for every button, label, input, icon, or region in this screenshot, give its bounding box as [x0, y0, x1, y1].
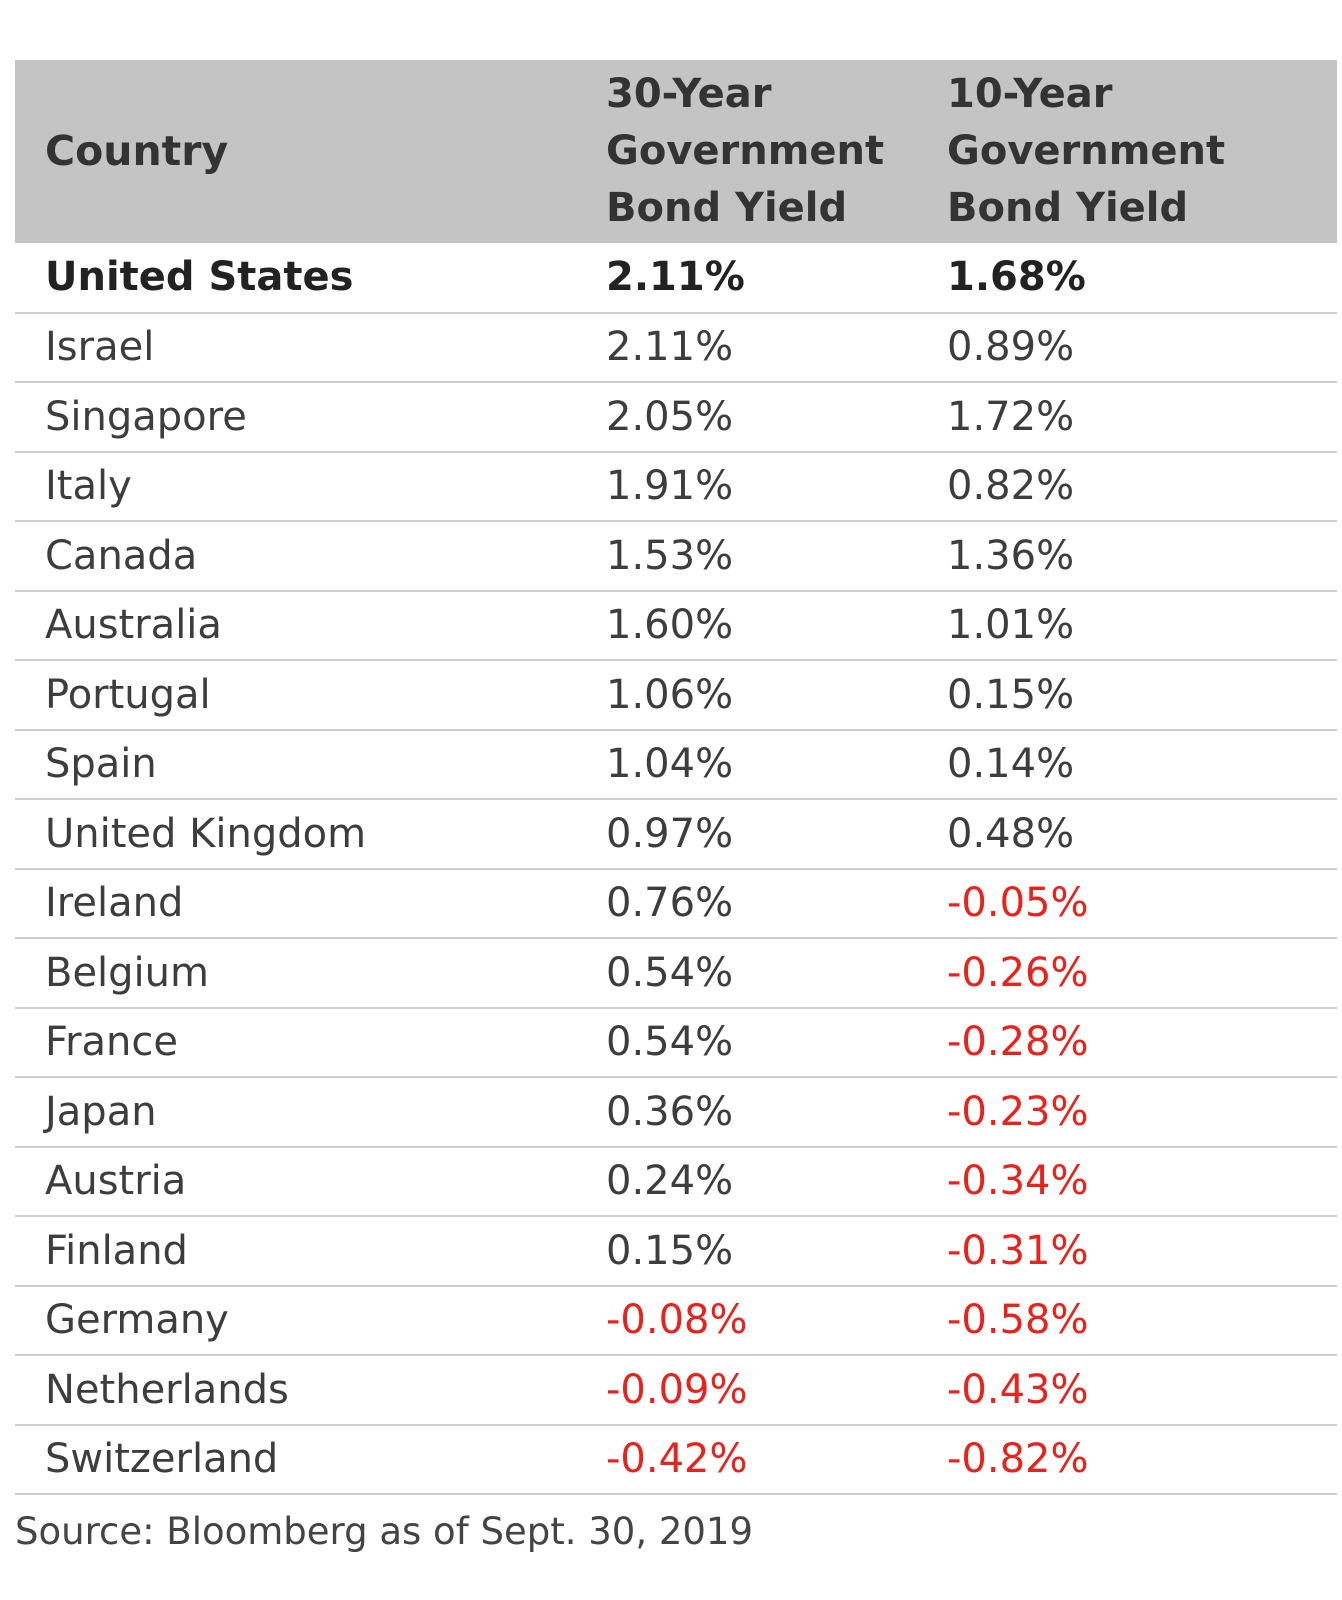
- yield-10-year-cell: 0.82%: [947, 463, 1075, 510]
- table-row: Portugal 1.06% 0.15%: [15, 660, 1337, 730]
- table-row: Japan 0.36% -0.23%: [15, 1077, 1337, 1147]
- table-row: Netherlands -0.09% -0.43%: [15, 1355, 1337, 1425]
- source-note: Source: Bloomberg as of Sept. 30, 2019: [15, 1510, 754, 1553]
- yield-10-year-cell: 0.14%: [947, 741, 1075, 788]
- yield-30-year-cell: 0.54%: [606, 949, 734, 996]
- header-30-year-line-2: Government: [606, 128, 885, 174]
- yield-10-year-cell: 1.72%: [947, 393, 1075, 440]
- country-cell: Switzerland: [45, 1436, 279, 1483]
- header-10-year-line-2: Government: [947, 128, 1226, 174]
- table-body: United States 2.11% 1.68% Israel 2.11% 0.89% S…: [15, 243, 1337, 1494]
- yield-30-year-cell: 1.53%: [606, 532, 734, 579]
- country-cell: Germany: [45, 1297, 229, 1344]
- table-row: United Kingdom 0.97% 0.48%: [15, 799, 1337, 869]
- yield-30-year-cell: 2.11%: [606, 254, 745, 301]
- yield-30-year-cell: -0.08%: [606, 1297, 748, 1344]
- yield-10-year-cell: 0.89%: [947, 324, 1075, 371]
- table-row: Finland 0.15% -0.31%: [15, 1216, 1337, 1286]
- yield-30-year-cell: 1.04%: [606, 741, 734, 788]
- table-row: Singapore 2.05% 1.72%: [15, 382, 1337, 452]
- yield-30-year-cell: 1.06%: [606, 671, 734, 718]
- bond-yield-table-container: Country 30-Year Government Bond Yield 10…: [15, 60, 1337, 1495]
- yield-10-year-cell: 1.68%: [947, 254, 1086, 301]
- yield-10-year-cell: -0.28%: [947, 1019, 1089, 1066]
- country-cell: Austria: [45, 1158, 187, 1205]
- header-10-year-line-3: Bond Yield: [947, 185, 1189, 231]
- yield-10-year-cell: -0.31%: [947, 1227, 1089, 1274]
- yield-30-year-cell: 0.36%: [606, 1088, 734, 1135]
- country-cell: Japan: [45, 1088, 157, 1135]
- yield-30-year-cell: 1.60%: [606, 602, 734, 649]
- yield-30-year-cell: 2.05%: [606, 393, 734, 440]
- yield-30-year-cell: 0.15%: [606, 1227, 734, 1274]
- country-cell: Australia: [45, 602, 222, 649]
- country-cell: Canada: [45, 532, 198, 579]
- header-30-year-yield: 30-Year Government Bond Yield: [606, 60, 947, 243]
- table-header: Country 30-Year Government Bond Yield 10…: [15, 60, 1337, 243]
- country-cell: United Kingdom: [45, 810, 367, 857]
- yield-10-year-cell: 0.15%: [947, 671, 1075, 718]
- yield-10-year-cell: -0.23%: [947, 1088, 1089, 1135]
- country-cell: Italy: [45, 463, 132, 510]
- country-cell: Belgium: [45, 949, 209, 996]
- country-cell: Finland: [45, 1227, 188, 1274]
- country-cell: Ireland: [45, 880, 184, 927]
- table-row: Austria 0.24% -0.34%: [15, 1147, 1337, 1216]
- country-cell: Singapore: [45, 393, 247, 440]
- table-row: Italy 1.91% 0.82%: [15, 452, 1337, 521]
- yield-10-year-cell: -0.05%: [947, 880, 1089, 927]
- yield-30-year-cell: 0.76%: [606, 880, 734, 927]
- yield-10-year-cell: 1.01%: [947, 602, 1075, 649]
- yield-10-year-cell: 1.36%: [947, 532, 1075, 579]
- header-10-year-yield: 10-Year Government Bond Yield: [947, 60, 1337, 243]
- yield-30-year-cell: 0.54%: [606, 1019, 734, 1066]
- country-cell: Portugal: [45, 671, 211, 718]
- yield-10-year-cell: -0.34%: [947, 1158, 1089, 1205]
- table-row: Israel 2.11% 0.89%: [15, 313, 1337, 382]
- yield-30-year-cell: 2.11%: [606, 324, 734, 371]
- table-row: Spain 1.04% 0.14%: [15, 730, 1337, 799]
- country-cell: France: [45, 1019, 179, 1066]
- yield-10-year-cell: -0.58%: [947, 1297, 1089, 1344]
- yield-10-year-cell: -0.26%: [947, 949, 1089, 996]
- table-row: Belgium 0.54% -0.26%: [15, 938, 1337, 1008]
- bond-yield-table: Country 30-Year Government Bond Yield 10…: [15, 60, 1337, 1495]
- yield-30-year-cell: -0.42%: [606, 1436, 748, 1483]
- header-row: Country 30-Year Government Bond Yield 10…: [15, 60, 1337, 243]
- table-row: Ireland 0.76% -0.05%: [15, 869, 1337, 938]
- header-country-label: Country: [45, 127, 229, 175]
- yield-30-year-cell: 1.91%: [606, 463, 734, 510]
- header-30-year-line-3: Bond Yield: [606, 185, 848, 231]
- yield-10-year-cell: -0.82%: [947, 1436, 1089, 1483]
- yield-10-year-cell: 0.48%: [947, 810, 1075, 857]
- table-row: United States 2.11% 1.68%: [15, 243, 1337, 313]
- table-row: Australia 1.60% 1.01%: [15, 591, 1337, 660]
- yield-30-year-cell: 0.24%: [606, 1158, 734, 1205]
- country-cell: United States: [45, 254, 354, 301]
- yield-30-year-cell: 0.97%: [606, 810, 734, 857]
- header-country: Country: [15, 60, 606, 243]
- header-10-year-line-1: 10-Year: [947, 71, 1113, 117]
- country-cell: Spain: [45, 741, 157, 788]
- table-row: Germany -0.08% -0.58%: [15, 1286, 1337, 1355]
- header-30-year-line-1: 30-Year: [606, 71, 772, 117]
- country-cell: Israel: [45, 324, 155, 371]
- yield-30-year-cell: -0.09%: [606, 1366, 748, 1413]
- table-row: Switzerland -0.42% -0.82%: [15, 1425, 1337, 1494]
- yield-10-year-cell: -0.43%: [947, 1366, 1089, 1413]
- country-cell: Netherlands: [45, 1366, 289, 1413]
- table-row: France 0.54% -0.28%: [15, 1008, 1337, 1077]
- table-row: Canada 1.53% 1.36%: [15, 521, 1337, 591]
